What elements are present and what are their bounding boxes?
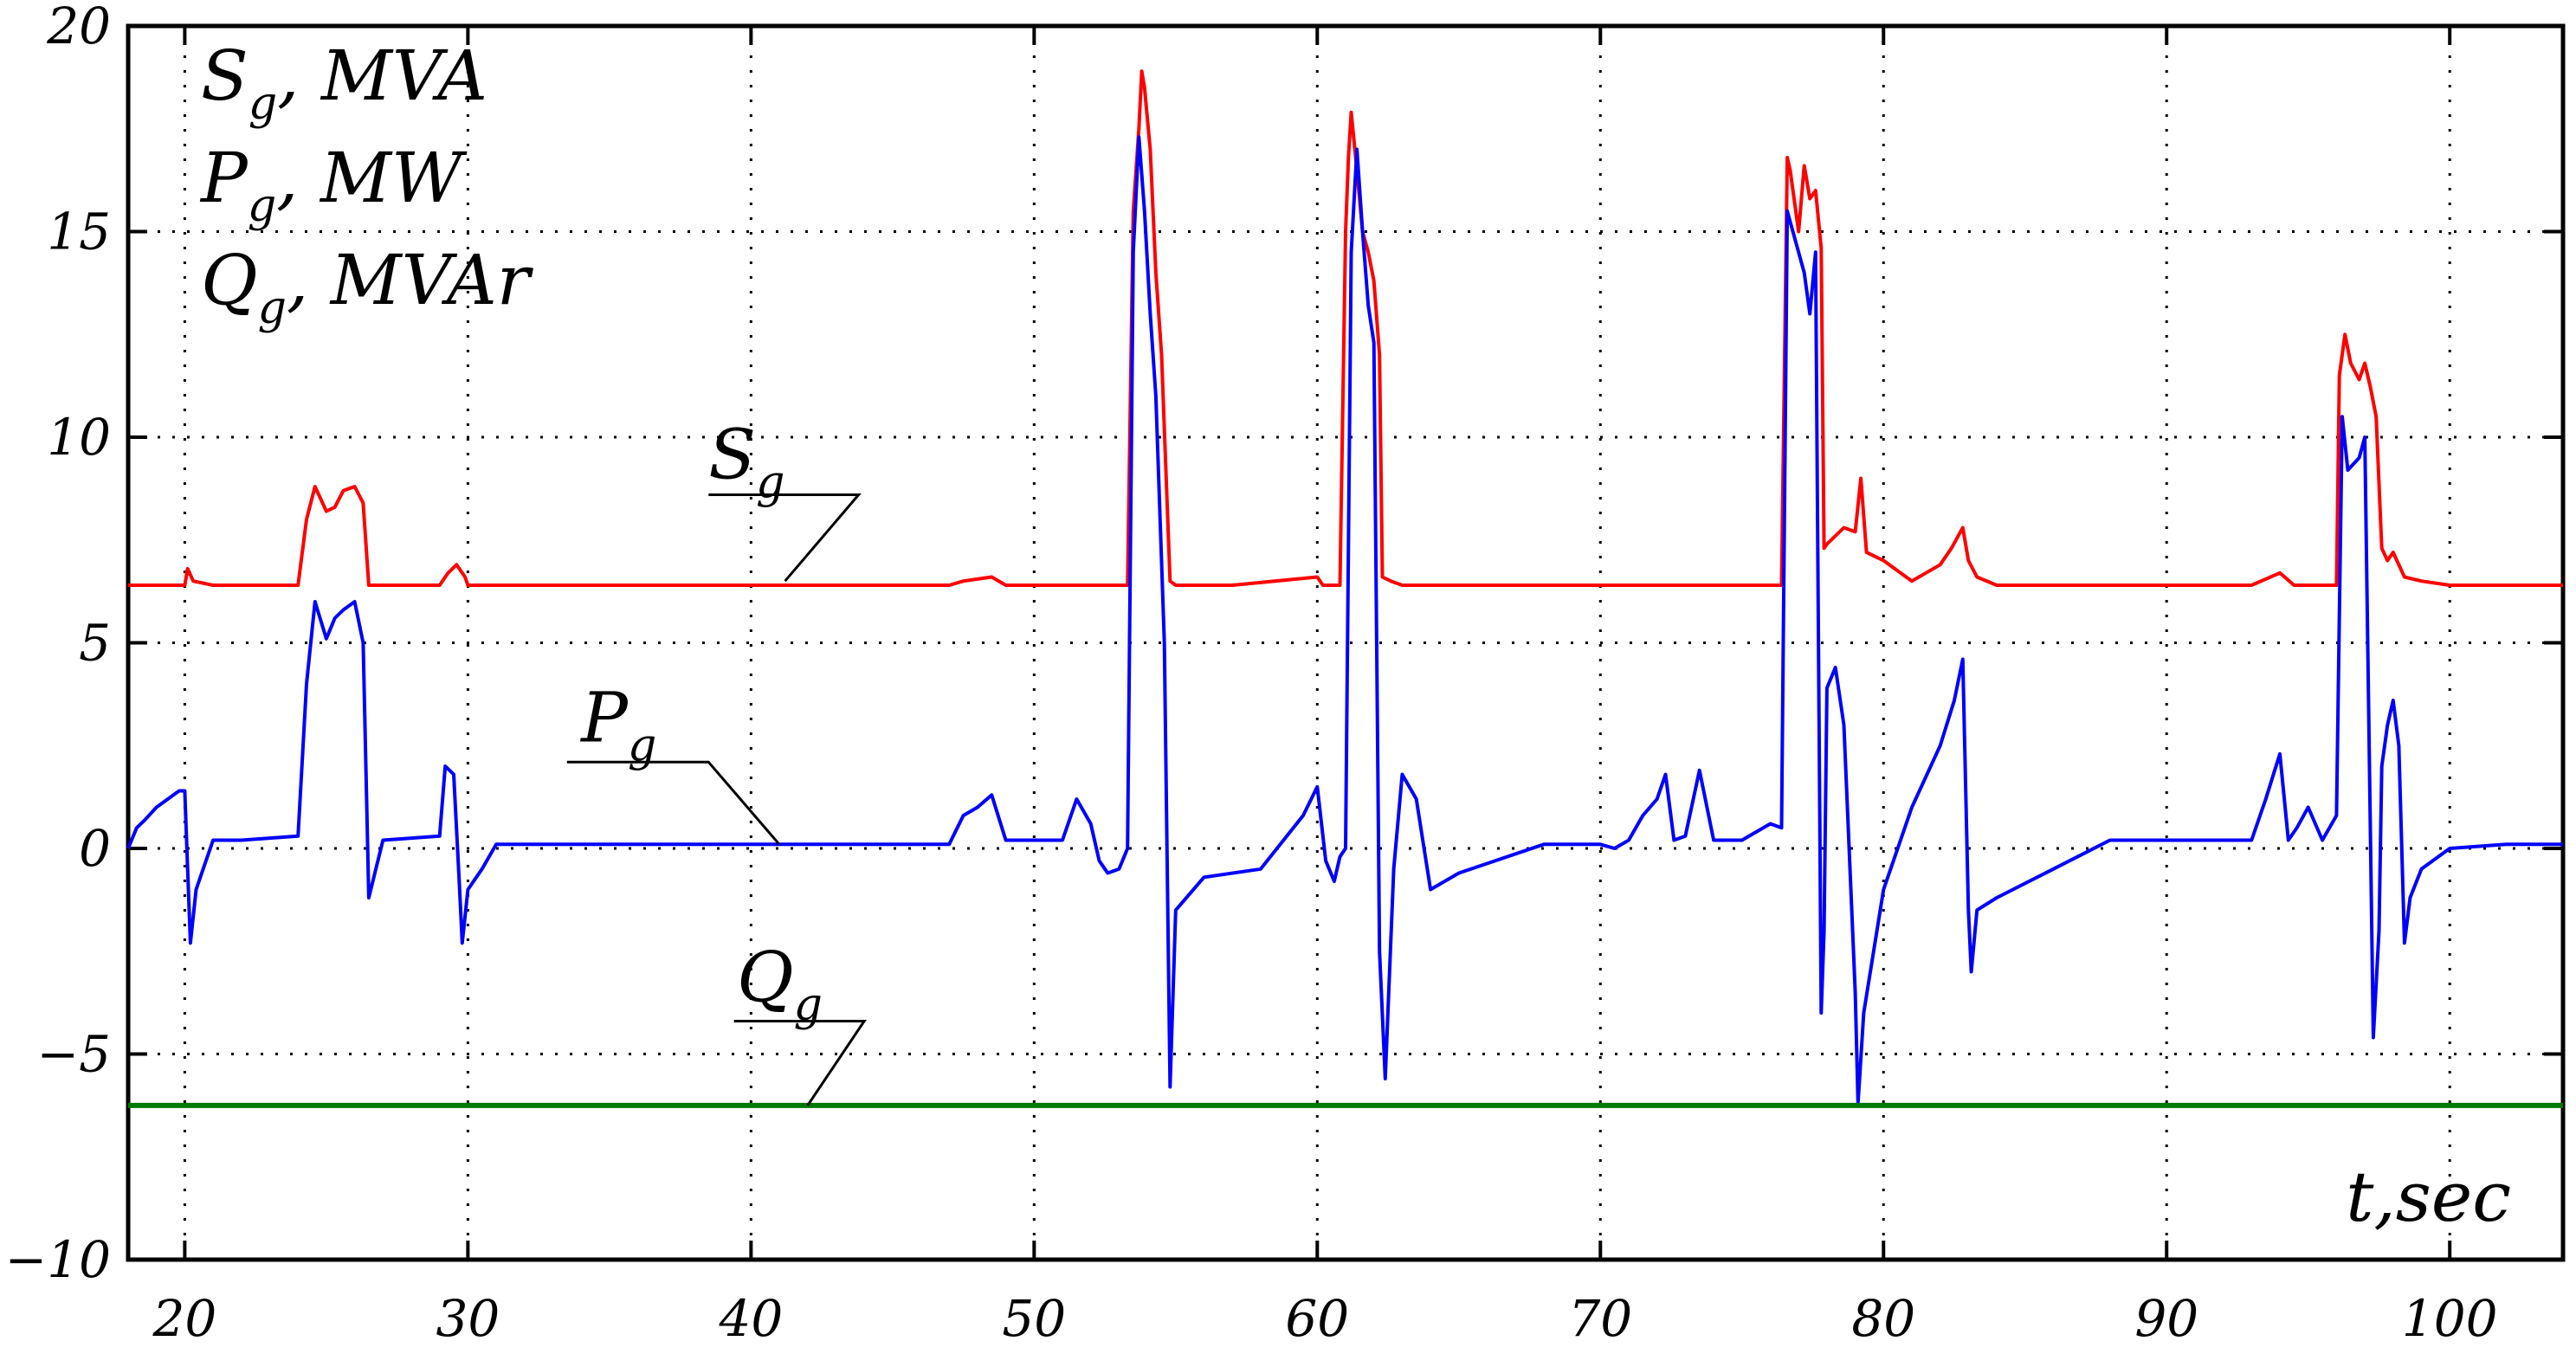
series-lines (126, 69, 2563, 1108)
x-tick-label: 90 (2134, 1289, 2198, 1348)
annotation-label-qg: Qg (737, 937, 823, 1031)
y-axis-label-qg: Qg, MVAr (201, 240, 534, 334)
x-tick-label: 20 (152, 1289, 216, 1348)
y-tick-label: 15 (47, 203, 111, 261)
series-line-sg (128, 69, 2563, 587)
y-tick-label: 5 (79, 614, 111, 673)
annotation-label-sg: Sg (708, 415, 784, 509)
annotation-leader-qg (733, 1020, 867, 1106)
y-tick-label: −5 (37, 1025, 112, 1084)
x-tick-label: 80 (1851, 1289, 1915, 1348)
x-tick-label: 30 (436, 1289, 500, 1348)
series-annotations: Sg Pg Qg (566, 415, 867, 1106)
annotation-label-pg: Pg (579, 678, 656, 772)
x-tick-label: 100 (2402, 1289, 2498, 1348)
x-tick-label: 40 (718, 1289, 783, 1348)
x-axis-label: t,sec (2346, 1157, 2511, 1237)
annotation-leader-sg (708, 493, 862, 583)
x-tick-label: 70 (1568, 1289, 1632, 1348)
series-line-pg (126, 135, 2563, 1106)
x-tick-label: 50 (1002, 1289, 1066, 1348)
y-axis-label-pg: Pg, MW (199, 138, 468, 232)
y-axis-label-sg: Sg, MVA (201, 35, 487, 130)
annotation-leader-pg (566, 760, 781, 846)
y-tick-label: −10 (5, 1230, 111, 1289)
y-tick-label: 0 (79, 819, 111, 878)
axes (126, 23, 2566, 1262)
y-tick-label: 10 (47, 408, 111, 467)
y-tick-label: 20 (46, 0, 111, 55)
x-tick-label: 60 (1285, 1289, 1349, 1348)
